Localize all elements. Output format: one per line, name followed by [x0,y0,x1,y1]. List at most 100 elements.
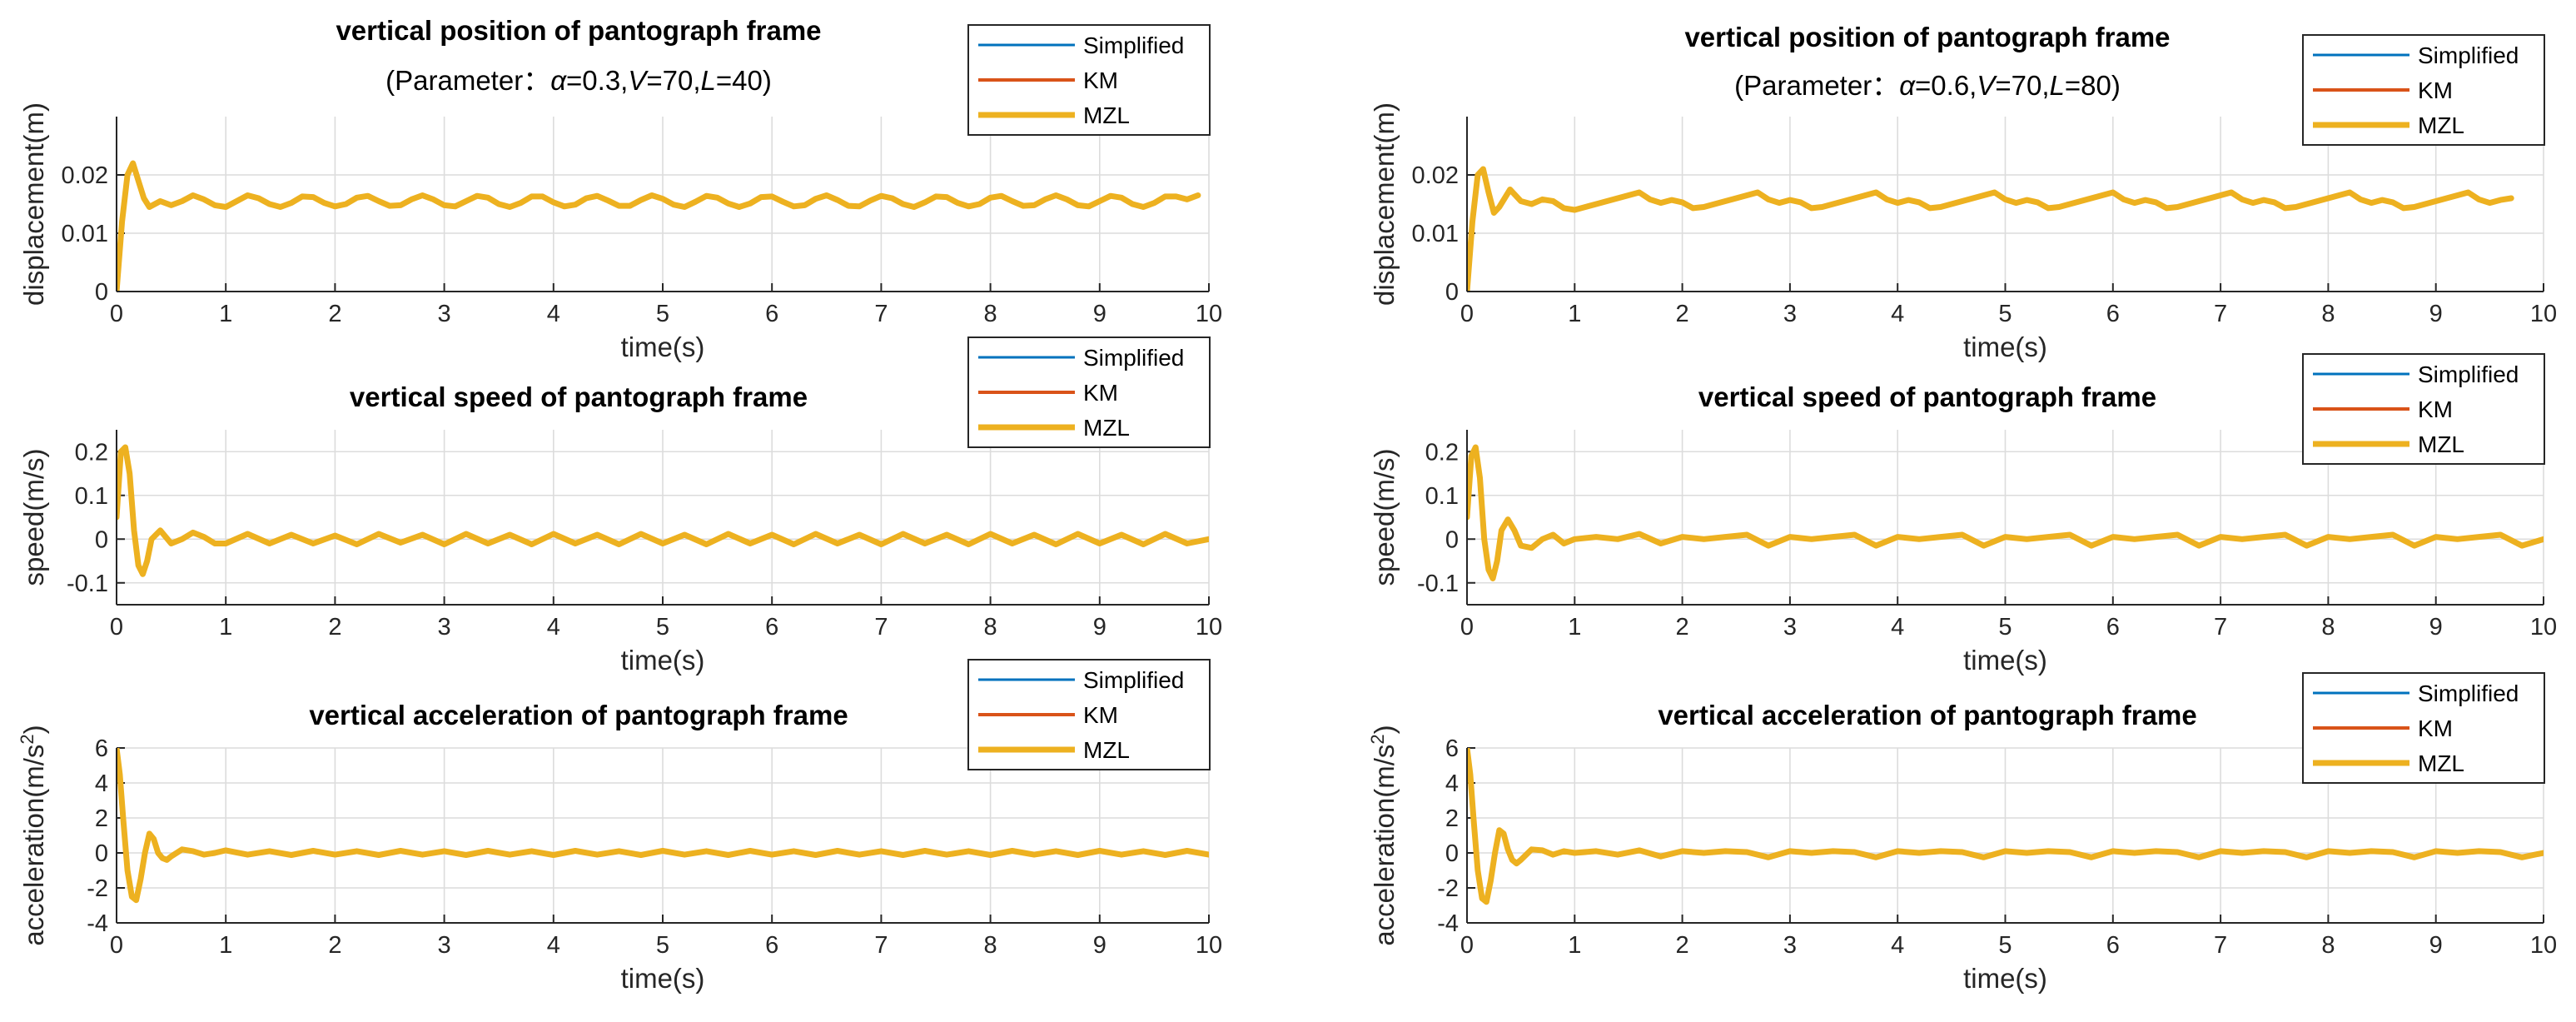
y-tick-label: 2 [1445,805,1459,832]
x-tick-label: 10 [2530,301,2557,327]
x-tick-label: 0 [110,614,123,641]
legend-label-mzl: MZL [1083,102,1130,128]
x-tick-label: 10 [1196,301,1222,327]
x-tick-label: 6 [765,301,778,327]
x-axis-label: time(s) [621,332,705,362]
legend: Simplified KM MZL [2302,672,2545,784]
x-tick-label: 5 [1998,932,2012,959]
legend: Simplified KM MZL [967,659,1211,770]
y-tick-label: 0.1 [1425,483,1459,510]
y-tick-label: 0.01 [62,221,108,247]
plot-title: vertical acceleration of pantograph fram… [1658,700,2196,730]
x-tick-label: 10 [1196,932,1222,959]
legend-label-km: KM [2418,396,2453,422]
subplot-4: 0 1 2 3 4 5 6 7 8 9 10 0 0.01 0.02 time(s) displacement… [1369,22,2557,362]
x-tick-label: 1 [219,614,232,641]
x-tick-label: 2 [328,932,341,959]
x-tick-label: 1 [1568,614,1581,641]
x-tick-label: 2 [1676,614,1689,641]
series-line-mzl [117,748,1209,904]
x-tick-label: 9 [2429,301,2443,327]
x-tick-label: 0 [1460,301,1474,327]
plot-title: vertical position of pantograph frame [336,15,821,46]
y-axis-label: acceleration(m/s2) [17,725,50,945]
x-tick-label: 8 [984,932,997,959]
legend-label-mzl: MZL [1083,737,1130,763]
legend-label-mzl: MZL [2418,431,2464,457]
subplot-5: 0 1 2 3 4 5 6 7 8 9 10-0.100.10.2time(s)speed(m/s)… [1369,353,2557,676]
y-tick-label: 0.02 [62,162,108,189]
x-tick-label: 3 [438,301,451,327]
x-axis-label: time(s) [621,963,705,994]
x-tick-label: 4 [547,932,560,959]
x-tick-label: 10 [1196,614,1222,641]
x-tick-label: 6 [2106,614,2120,641]
x-tick-label: 5 [656,932,669,959]
y-axis-label: speed(m/s) [1369,448,1400,586]
x-axis-label: time(s) [1963,645,2047,676]
x-tick-label: 3 [438,614,451,641]
y-axis-label: acceleration(m/s2) [1367,725,1400,945]
x-tick-label: 7 [2214,614,2227,641]
x-tick-label: 7 [2214,932,2227,959]
x-tick-label: 7 [874,932,888,959]
x-tick-label: 6 [765,614,778,641]
x-tick-label: 4 [1891,301,1904,327]
series-line-mzl [1467,748,2544,905]
x-axis-label: time(s) [621,645,705,676]
x-tick-label: 2 [328,301,341,327]
y-tick-label: 6 [1445,735,1459,762]
y-tick-label: 0 [95,840,108,867]
y-tick-label: 4 [95,770,108,797]
subplot-2: 0 1 2 3 4 5 6 7 8 9 10-0.100.10.2time(s)speed(m/s)… [18,337,1222,676]
x-tick-label: 3 [1783,932,1797,959]
x-tick-label: 7 [2214,301,2227,327]
y-tick-label: -2 [1437,875,1459,902]
y-tick-label: -2 [87,875,108,902]
x-tick-label: 1 [219,932,232,959]
x-tick-label: 6 [2106,301,2120,327]
plot-title: vertical acceleration of pantograph fram… [309,700,848,730]
y-tick-label: -4 [87,910,108,937]
x-tick-label: 9 [2429,614,2443,641]
x-tick-label: 2 [328,614,341,641]
subplot-6: 0 1 2 3 4 5 6 7 8 9 10 -4 -2 0 2 4 6 time(s) acceleration(… [1367,672,2557,994]
y-tick-label: 0.1 [75,483,108,510]
legend-label-km: KM [1083,380,1118,406]
x-tick-label: 5 [1998,301,2012,327]
x-axis-label: time(s) [1963,332,2047,362]
subplot-1: 0 1 2 3 4 5 6 7 8 9 10 0 0.01 0.02 time(s) displacement… [18,15,1222,362]
legend: Simplified KM MZL [967,24,1211,136]
legend-label-mzl: MZL [1083,415,1130,441]
x-tick-label: 5 [1998,614,2012,641]
y-tick-label: 0 [1445,840,1459,867]
plot-subtitle: (Parameter：α=0.3,V=70,L=40) [385,65,772,96]
x-tick-label: 4 [1891,932,1904,959]
plot-title: vertical speed of pantograph frame [350,381,808,412]
y-tick-label: 0.02 [1412,162,1459,189]
x-tick-label: 6 [2106,932,2120,959]
series-line-mzl [1467,166,2514,292]
y-tick-label: 0 [95,526,108,553]
x-tick-label: 1 [1568,301,1581,327]
x-tick-label: 4 [1891,614,1904,641]
x-tick-label: 3 [1783,614,1797,641]
subplot-3: 0 1 2 3 4 5 6 7 8 9 10 -4 -2 0 2 4 6 time(s) acceleration(… [17,659,1222,994]
legend-label-mzl: MZL [2418,750,2464,776]
x-tick-label: 1 [1568,932,1581,959]
x-tick-label: 0 [1460,932,1474,959]
y-tick-label: -0.1 [1417,571,1459,597]
y-tick-label: -4 [1437,910,1459,937]
x-tick-label: 8 [2321,932,2335,959]
y-tick-label: 0 [1445,526,1459,553]
y-tick-label: 6 [95,735,108,762]
y-tick-label: 0.01 [1412,221,1459,247]
x-tick-label: 8 [984,614,997,641]
legend: Simplified KM MZL [2302,34,2545,146]
x-tick-label: 4 [547,301,560,327]
plot-title: vertical speed of pantograph frame [1698,381,2156,412]
x-tick-label: 8 [2321,301,2335,327]
x-tick-label: 0 [110,301,123,327]
x-tick-label: 8 [2321,614,2335,641]
